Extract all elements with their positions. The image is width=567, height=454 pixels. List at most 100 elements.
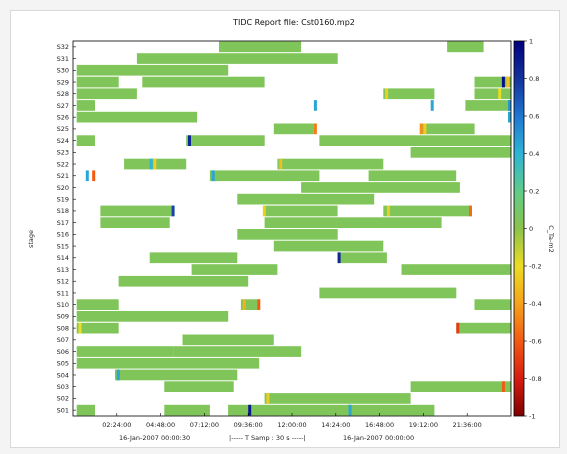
segment-s08 xyxy=(456,322,512,334)
time-tick-label: 12:00:00 xyxy=(277,421,306,429)
segment-s07 xyxy=(182,334,274,346)
stage-tick-label: S05 xyxy=(57,360,69,368)
segment-s18 xyxy=(100,205,174,217)
anomaly-mark-s18 xyxy=(262,205,266,217)
anomaly-mark-s25 xyxy=(419,123,423,135)
segment-s20 xyxy=(301,182,460,193)
segment-s27 xyxy=(76,100,95,111)
time-tick-label: 09:36:00 xyxy=(234,421,263,429)
stage-tick-label: S08 xyxy=(57,324,69,332)
time-start-label: 16-Jan-2007 00:00:30 xyxy=(119,434,190,442)
segment-s19 xyxy=(237,193,375,205)
segment-s01 xyxy=(164,404,210,416)
stage-tick-label: S13 xyxy=(57,266,69,274)
anomaly-mark-s26 xyxy=(508,111,511,123)
anomaly-mark-s02 xyxy=(266,393,270,404)
stage-ticks: S32 S31 S30 S29 S28 S27 S26 S25 S24 S23 S22 S21 S20 S… xyxy=(57,43,76,414)
anomaly-mark-s21 xyxy=(211,170,215,182)
time-tick-label: 02:24:00 xyxy=(102,421,131,429)
anomaly-mark-s29 xyxy=(506,76,510,88)
anomaly-mark-s25 xyxy=(423,123,427,135)
segment-s06 xyxy=(76,346,174,357)
segment-s03 xyxy=(410,381,511,392)
segment-s01 xyxy=(228,404,351,416)
segment-s26 xyxy=(76,111,198,123)
y-axis-label: stage xyxy=(27,230,35,248)
segment-s09 xyxy=(76,311,229,322)
colorbar-tick-label: -0.4 xyxy=(529,300,542,308)
chart-title: TIDC Report file: Cst0160.mp2 xyxy=(232,18,355,27)
anomaly-mark-s22 xyxy=(149,158,153,170)
stage-tick-label: S23 xyxy=(57,149,69,157)
segment-s27 xyxy=(465,100,511,111)
anomaly-mark-s18 xyxy=(469,205,472,217)
stage-tick-label: S20 xyxy=(57,184,69,192)
colorbar xyxy=(513,40,525,417)
stage-tick-label: S29 xyxy=(57,78,69,86)
segment-s21 xyxy=(209,170,320,182)
stage-tick-label: S31 xyxy=(57,55,69,63)
anomaly-mark-s25 xyxy=(313,123,317,135)
anomaly-mark-s10 xyxy=(242,299,246,310)
segment-s24 xyxy=(186,135,265,146)
segment-s13 xyxy=(401,264,511,275)
segment-s29 xyxy=(76,76,119,88)
segment-s24 xyxy=(319,135,511,146)
segment-s03 xyxy=(164,381,234,392)
anomaly-mark-s03 xyxy=(501,381,505,392)
stage-tick-label: S16 xyxy=(57,231,69,239)
stage-tick-label: S22 xyxy=(57,160,69,168)
segment-s21 xyxy=(368,170,457,182)
segment-s18 xyxy=(383,205,471,217)
stage-tick-label: S06 xyxy=(57,348,69,356)
stage-tick-label: S32 xyxy=(57,43,69,51)
time-tick-label: 07:12:00 xyxy=(190,421,219,429)
heatmap-chart: TIDC Report file: Cst0160.mp2 S32 S31 S30 S… xyxy=(27,18,555,442)
stage-tick-label: S12 xyxy=(57,278,69,286)
anomaly-mark-s22 xyxy=(279,158,283,170)
time-end-label: 16-Jan-2007 00:00:00 xyxy=(343,434,414,442)
stage-tick-label: S25 xyxy=(57,125,69,133)
colorbar-tick-label: 0 xyxy=(529,225,533,233)
segment-s24 xyxy=(76,135,95,146)
segment-s16 xyxy=(237,229,338,240)
segment-s06 xyxy=(173,346,302,357)
segment-s25 xyxy=(419,123,475,135)
stage-tick-label: S19 xyxy=(57,196,69,204)
anomaly-mark-s08 xyxy=(456,322,460,334)
anomaly-mark-s28 xyxy=(385,88,389,100)
segment-s15 xyxy=(273,240,384,252)
time-tick-label: 14:24:00 xyxy=(321,421,350,429)
segment-s04 xyxy=(115,369,238,381)
stage-tick-label: S03 xyxy=(57,383,69,391)
segment-s31 xyxy=(136,53,338,64)
stage-tick-label: S30 xyxy=(57,67,69,75)
segment-s32 xyxy=(219,41,302,53)
stage-tick-label: S07 xyxy=(57,336,69,344)
stage-tick-label: S02 xyxy=(57,395,69,403)
colorbar-tick-label: 1 xyxy=(529,37,533,45)
stage-tick-label: S10 xyxy=(57,301,69,309)
segment-s11 xyxy=(319,287,457,299)
time-tick-label: 19:12:00 xyxy=(409,421,438,429)
segment-s10 xyxy=(240,299,260,310)
segment-s22 xyxy=(277,158,384,170)
time-tick-label: 16:48:00 xyxy=(365,421,394,429)
anomaly-mark-s24 xyxy=(188,135,191,146)
colorbar-tick-label: 0.4 xyxy=(529,150,539,158)
colorbar-tick-label: -1 xyxy=(529,412,535,420)
anomaly-mark-s10 xyxy=(257,299,261,310)
anomaly-mark-s27 xyxy=(313,100,317,111)
stage-tick-label: S24 xyxy=(57,137,69,145)
stage-tick-label: S27 xyxy=(57,102,69,110)
anomaly-mark-s22 xyxy=(153,158,157,170)
segment-s14 xyxy=(337,252,387,264)
stage-tick-label: S17 xyxy=(57,219,69,227)
segment-s17 xyxy=(264,217,442,228)
segment-s17 xyxy=(100,217,170,228)
colorbar-tick-label: -0.2 xyxy=(529,262,542,270)
segment-s28 xyxy=(383,88,435,100)
anomaly-mark-s18 xyxy=(171,205,175,217)
anomaly-mark-s04 xyxy=(116,369,120,381)
colorbar-tick-label: 0.6 xyxy=(529,112,539,120)
